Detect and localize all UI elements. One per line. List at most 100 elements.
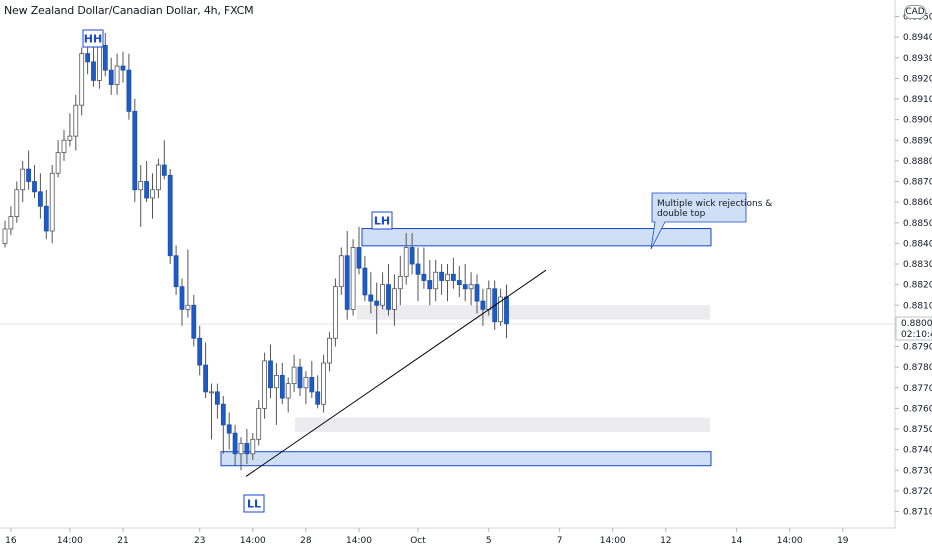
bear-candle-body [409, 247, 415, 265]
bull-candle-body [332, 286, 338, 339]
time-tick-label: 12 [660, 536, 671, 546]
callout: Multiple wick rejections &double top [650, 192, 772, 250]
callout-bubble [650, 192, 747, 250]
bear-candle-body [374, 300, 380, 306]
bull-candle-body [2, 228, 8, 244]
bear-candle-body [244, 443, 250, 455]
candle [185, 249, 191, 318]
bear-candle-body [91, 61, 96, 81]
bull-candle-body [433, 271, 439, 290]
bear-candle-body [427, 280, 433, 290]
candle [350, 239, 356, 316]
currency-button[interactable]: CAD [904, 5, 926, 19]
candle [220, 396, 226, 454]
candle [462, 264, 468, 302]
bull-candle-body [285, 383, 291, 399]
lh-label-text: LH [374, 215, 390, 228]
drawings-layer: HH LH LL Multiple wick rejections &double t… [82, 29, 772, 513]
candle [102, 33, 108, 77]
candle [439, 264, 445, 295]
last-price-value: 0.88009 [901, 319, 932, 329]
candles-layer [2, 30, 509, 471]
candle [209, 383, 214, 440]
candle [132, 99, 138, 203]
candle [138, 165, 144, 227]
candle [450, 257, 456, 289]
support-zone [220, 451, 712, 467]
callout-line2: double top [657, 209, 706, 219]
candle [238, 437, 244, 471]
bear-candle-body [297, 366, 303, 389]
bull-candle-body [79, 53, 85, 106]
time-tick-label: 14:00 [57, 536, 83, 546]
candle [32, 165, 37, 198]
time-tick-label: 21 [117, 536, 128, 546]
candle [344, 231, 350, 320]
bear-candle-body [179, 286, 185, 310]
candle [2, 220, 8, 248]
candle [256, 400, 262, 446]
time-tick-label: 23 [194, 536, 205, 546]
candle [279, 363, 285, 405]
candle [61, 129, 67, 161]
candle [380, 272, 386, 310]
candle [297, 358, 303, 396]
time-tick-label: 14 [731, 536, 743, 546]
candle [20, 160, 26, 203]
bear-candle-body [439, 271, 445, 281]
bear-candle-body [268, 360, 273, 389]
candle [55, 140, 61, 178]
candle [73, 94, 79, 151]
candle [315, 375, 321, 409]
bear-candle-body [43, 205, 49, 232]
candle [303, 371, 309, 405]
candle [409, 233, 415, 275]
bull-candle-body [327, 337, 332, 364]
bear-candle-body [220, 403, 226, 426]
bear-candle-body [344, 255, 350, 310]
candle [273, 363, 279, 425]
candle [167, 169, 173, 264]
candle [415, 247, 421, 302]
price-axis[interactable]: 0.895000.894000.893000.892000.891000.890… [894, 0, 932, 528]
bar-countdown: 02:10:40 [901, 330, 932, 340]
bull-candle-body [61, 139, 67, 154]
bull-candle-body [114, 65, 120, 85]
bull-candle-body [20, 168, 26, 191]
bull-candle-body [445, 273, 450, 281]
candle [268, 344, 273, 399]
time-axis[interactable]: 16 14:00 21 23 14:00 28 14:00 Oct 5 7 14:00 12 14 14:… [0, 527, 895, 546]
candle [332, 278, 338, 347]
bull-candle-body [49, 172, 55, 232]
bear-candle-body [232, 432, 238, 455]
time-tick-label: 28 [300, 536, 312, 546]
candle [43, 189, 49, 240]
candle [338, 247, 344, 295]
bull-candle-body [468, 284, 474, 290]
time-tick-label: 14:00 [600, 536, 626, 546]
candle [173, 245, 179, 295]
candle [397, 255, 403, 306]
bear-candle-body [197, 337, 203, 366]
candle [144, 160, 150, 203]
bull-candle-body [209, 391, 214, 394]
bear-candle-body [226, 424, 232, 434]
bear-candle-body [191, 304, 197, 339]
candle [120, 51, 126, 83]
bear-candle-body [368, 294, 374, 302]
bear-candle-body [450, 273, 456, 281]
candle [262, 352, 268, 419]
bull-candle-body [397, 275, 403, 290]
bear-candle-body [120, 65, 126, 71]
bear-candle-body [480, 300, 486, 310]
